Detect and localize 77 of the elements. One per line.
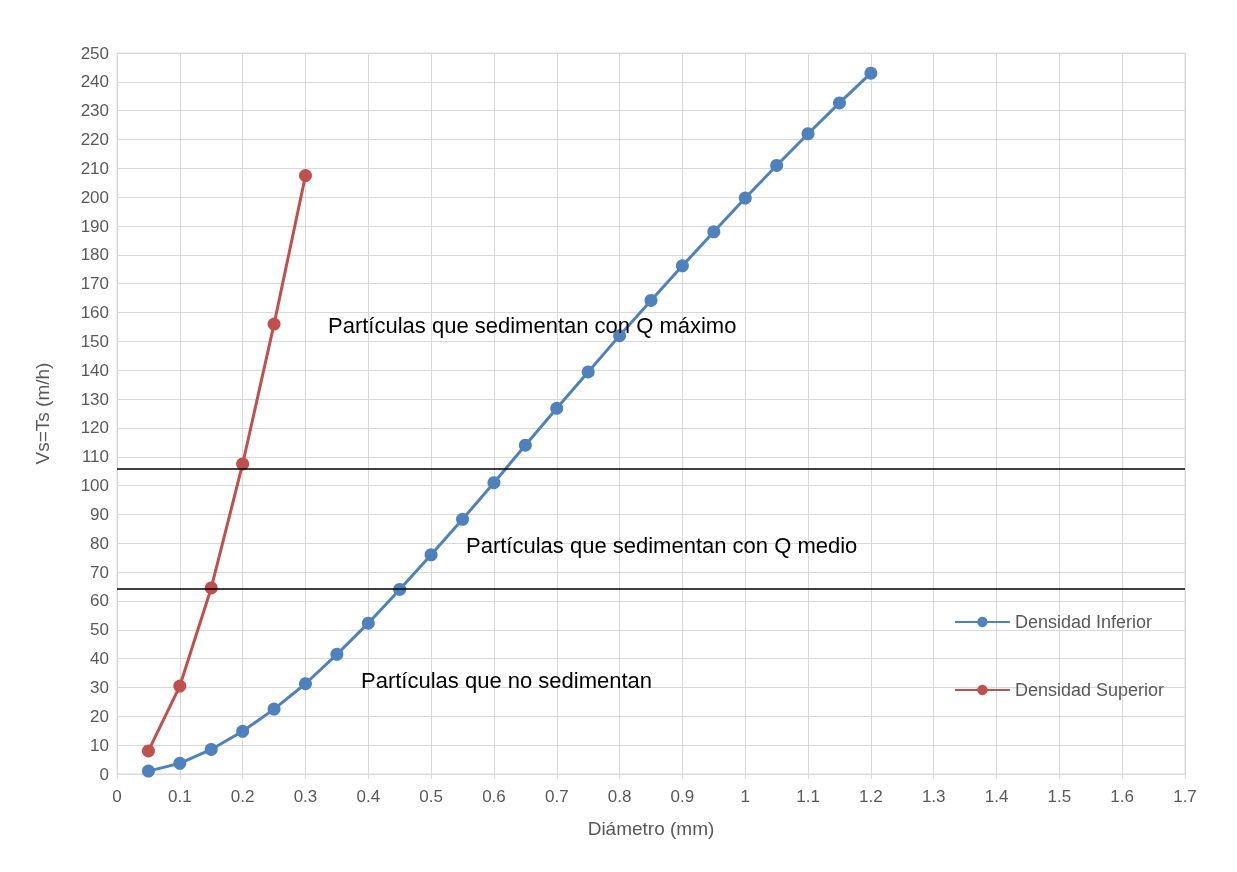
- x-tick-label: 1.4: [984, 787, 1009, 806]
- point: [330, 647, 344, 661]
- y-tick-label: 140: [80, 360, 109, 380]
- x-tick-label: 0.2: [230, 787, 255, 806]
- y-tick-label: 40: [90, 649, 109, 669]
- legend-label: Densidad Inferior: [1014, 612, 1152, 632]
- y-tick-label: 20: [90, 706, 109, 726]
- y-tick-label: 80: [90, 533, 109, 553]
- point: [738, 191, 752, 205]
- point: [518, 438, 532, 452]
- y-tick-label: 250: [80, 43, 109, 63]
- point: [298, 677, 312, 691]
- point: [581, 365, 595, 379]
- point: [424, 548, 438, 562]
- y-tick-label: 30: [90, 677, 109, 697]
- point: [487, 476, 501, 490]
- point: [770, 158, 784, 172]
- point: [644, 293, 658, 307]
- y-tick-label: 190: [80, 216, 109, 236]
- y-tick-label: 110: [81, 447, 109, 467]
- x-axis-title: Diámetro (mm): [587, 818, 715, 839]
- y-tick-label: 160: [80, 303, 109, 323]
- annotation: Partículas que sedimentan con Q medio: [466, 532, 858, 558]
- point: [361, 616, 375, 630]
- point: [832, 96, 846, 110]
- point: [141, 744, 155, 758]
- x-tick-label: 1.5: [1047, 787, 1072, 806]
- y-tick-label: 90: [90, 504, 109, 524]
- point: [456, 512, 470, 526]
- y-tick-label: 210: [80, 158, 109, 178]
- y-tick-label: 130: [80, 389, 109, 409]
- x-tick-label: 1.3: [921, 787, 946, 806]
- point: [173, 679, 187, 693]
- x-tick-label: 0.6: [482, 787, 506, 806]
- x-tick-label: 0.1: [168, 787, 192, 806]
- annotation: Partículas que sedimentan con Q máximo: [328, 312, 737, 338]
- x-tick-label: 0.5: [419, 787, 443, 806]
- y-tick-label: 60: [90, 591, 109, 611]
- point: [864, 66, 878, 80]
- y-tick-label: 220: [80, 130, 109, 150]
- point: [550, 401, 564, 415]
- point: [675, 259, 689, 273]
- y-tick-label: 70: [90, 562, 109, 582]
- x-tick-label: 0.4: [356, 787, 381, 806]
- y-tick-label: 50: [90, 620, 109, 640]
- x-tick-label: 0: [112, 787, 122, 806]
- y-tick-label: 180: [80, 245, 109, 265]
- x-tick-label: 0.8: [607, 787, 632, 806]
- x-tick-label: 0.7: [544, 787, 569, 806]
- point: [204, 742, 218, 756]
- y-axis-title: Vs=Ts (m/h): [32, 362, 53, 465]
- y-tick-label: 120: [80, 418, 109, 438]
- point: [298, 169, 312, 183]
- legend-label: Densidad Superior: [1014, 680, 1165, 700]
- y-tick-label: 100: [80, 476, 109, 496]
- point: [267, 317, 281, 331]
- point: [236, 724, 250, 738]
- x-tick-label: 0.9: [670, 787, 695, 806]
- annotation: Partículas que no sedimentan: [361, 667, 653, 693]
- y-tick-label: 230: [80, 101, 109, 121]
- x-tick-label: 1.2: [859, 787, 883, 806]
- x-tick-label: 1.1: [796, 787, 820, 806]
- point: [173, 756, 187, 770]
- point: [267, 702, 281, 716]
- y-tick-label: 200: [80, 187, 109, 207]
- y-tick-label: 240: [80, 72, 109, 92]
- x-tick-label: 1.7: [1173, 787, 1197, 806]
- x-tick-label: 1.6: [1110, 787, 1134, 806]
- point: [801, 127, 815, 141]
- x-tick-label: 1: [740, 787, 750, 806]
- y-tick-label: 10: [90, 735, 109, 755]
- point: [707, 225, 721, 239]
- y-tick-label: 0: [99, 764, 109, 784]
- x-tick-label: 0.3: [293, 787, 318, 806]
- y-tick-label: 170: [80, 274, 109, 294]
- point: [141, 764, 155, 778]
- y-tick-label: 150: [80, 331, 109, 351]
